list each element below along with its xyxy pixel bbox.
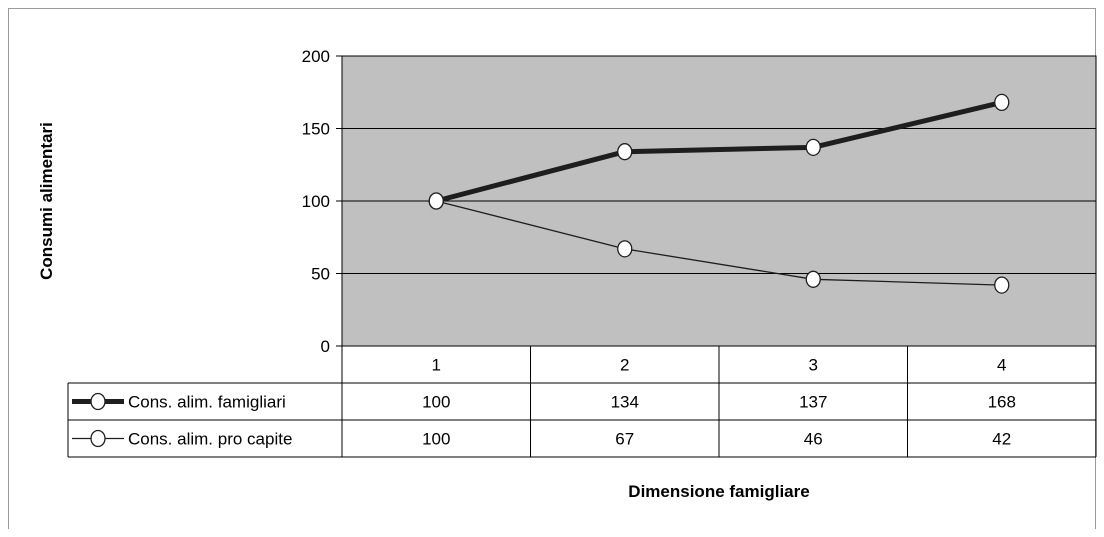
y-tick-label: 100 [302,192,330,211]
category-label: 3 [809,356,818,375]
category-label: 2 [620,356,629,375]
legend-key-marker [90,392,106,411]
y-axis-ticks: 0 50 100 150 200 [302,47,330,356]
data-point [617,143,633,161]
y-tick-label: 50 [311,265,330,284]
series-line [435,99,1003,204]
data-cell: 134 [611,393,639,412]
data-point [428,192,444,210]
series-group [428,93,1010,294]
y-tick-label: 200 [302,47,330,66]
x-axis-label: Dimensione famigliare [628,482,809,501]
category-label: 1 [432,356,441,375]
data-point [617,240,633,258]
series-line [436,200,1002,286]
data-cell: 46 [804,430,823,449]
legend-key-marker [90,429,106,448]
data-cell: 67 [615,430,634,449]
y-tick-label: 0 [321,337,330,356]
data-cell: 100 [422,430,450,449]
y-tick-label: 150 [302,120,330,139]
data-cell: 42 [992,430,1011,449]
data-point [805,270,821,288]
legend-entry: Cons. alim. pro capite [128,430,292,449]
gridlines [336,55,1096,347]
legend-entry: Cons. alim. famigliari [128,393,286,412]
data-point [994,93,1010,112]
y-axis-label: Consumi alimentari [37,122,56,280]
data-point [805,138,821,157]
data-cell: 137 [799,393,827,412]
category-label: 4 [997,356,1006,375]
data-point [994,276,1010,294]
data-table: 1 2 3 4 Cons. alim. famigliari 100 134 137 168 Co… [67,345,1097,458]
data-cell: 100 [422,393,450,412]
data-cell: 168 [988,393,1016,412]
